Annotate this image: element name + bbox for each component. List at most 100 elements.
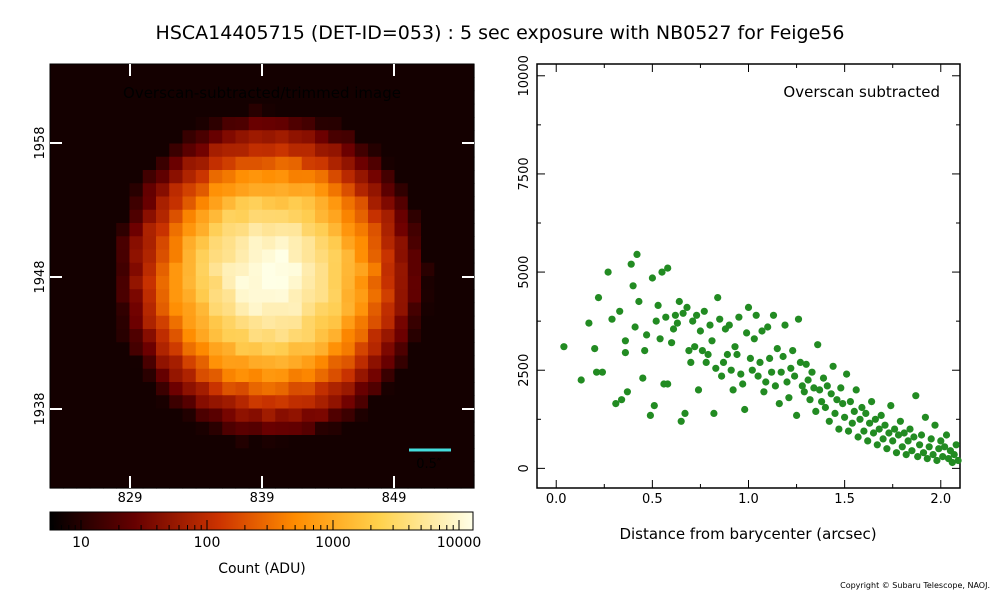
heatmap-cell <box>129 435 144 449</box>
heatmap-cell <box>315 315 329 330</box>
scatter-point <box>891 425 899 433</box>
heatmap-cell <box>328 474 343 489</box>
heatmap-cell <box>76 355 91 370</box>
heatmap-cell <box>76 249 91 264</box>
heatmap-cell <box>460 329 475 343</box>
scatter-point <box>844 427 853 435</box>
heatmap-cell <box>407 223 422 237</box>
heatmap-cell <box>460 315 475 330</box>
heatmap-cell <box>341 90 356 105</box>
heatmap-cell <box>156 196 170 211</box>
heatmap-cell <box>142 170 157 184</box>
heatmap-cell <box>235 90 250 105</box>
heatmap-cell <box>50 435 64 449</box>
heatmap-cell <box>156 103 170 118</box>
heatmap-cell <box>142 461 157 476</box>
heatmap-cell <box>156 183 170 198</box>
heatmap-cell <box>116 289 131 304</box>
scatter-point <box>733 350 741 359</box>
scatter-point <box>643 331 651 339</box>
heatmap-cell <box>354 236 369 251</box>
heatmap-cell <box>76 395 91 410</box>
heatmap-cell <box>315 223 329 237</box>
scatter-point <box>914 453 922 461</box>
scatter-point <box>679 309 687 317</box>
heatmap-cell <box>116 143 131 158</box>
scatter-point <box>664 264 672 272</box>
heatmap-cell <box>262 156 276 171</box>
scatter-point <box>773 345 781 353</box>
heatmap-cell <box>63 382 78 396</box>
scatter-point <box>879 435 887 443</box>
scatter-point <box>714 294 722 302</box>
heatmap-cell <box>421 276 435 290</box>
heatmap-cell <box>394 382 409 396</box>
heatmap-cell <box>182 448 197 463</box>
heatmap-cell <box>142 315 157 330</box>
heatmap-cell <box>288 77 303 92</box>
scatter-point <box>719 358 728 366</box>
scatter-point <box>650 402 658 410</box>
heatmap-cell <box>341 196 356 211</box>
heatmap-cell <box>381 209 396 224</box>
heatmap-cell <box>368 77 382 92</box>
heatmap-cell <box>381 117 396 131</box>
heatmap-cell <box>63 342 78 357</box>
heatmap-cell <box>235 130 250 145</box>
heatmap-cell <box>63 90 78 105</box>
heatmap-cell <box>341 276 356 290</box>
heatmap-cell <box>421 408 435 423</box>
heatmap-cell <box>460 156 475 171</box>
heatmap-cell <box>195 461 210 476</box>
heatmap-cell <box>142 302 157 317</box>
heatmap-cell <box>89 461 104 476</box>
heatmap-cell <box>50 209 64 224</box>
heatmap-cell <box>248 130 263 145</box>
heatmap-cell <box>50 302 64 317</box>
heatmap-cell <box>288 64 303 78</box>
heatmap-cell <box>421 329 435 343</box>
scatter-point <box>810 384 818 392</box>
scatter-x-label: Distance from barycenter (arcsec) <box>619 525 876 543</box>
heatmap-cell <box>76 236 91 251</box>
heatmap-cell <box>328 130 343 145</box>
heatmap-cell <box>63 249 78 264</box>
heatmap-cell <box>407 342 422 357</box>
heatmap-cell <box>103 421 117 436</box>
heatmap-cell <box>235 355 250 370</box>
heatmap-cell <box>248 276 263 290</box>
scatter-point <box>823 382 831 390</box>
heatmap-cell <box>407 196 422 211</box>
heatmap-cell <box>381 276 396 290</box>
heatmap-cell <box>50 236 64 251</box>
heatmap-cell <box>354 329 369 343</box>
heatmap-cell <box>262 143 276 158</box>
heatmap-cell <box>421 64 435 78</box>
heatmap-cell <box>129 382 144 396</box>
heatmap-cell <box>195 236 210 251</box>
heatmap-cell <box>354 302 369 317</box>
heatmap-cell <box>368 368 382 383</box>
heatmap-cell <box>89 395 104 410</box>
heatmap-cell <box>407 156 422 171</box>
heatmap-cell <box>368 236 382 251</box>
heatmap-cell <box>341 474 356 489</box>
scatter-point <box>923 455 931 463</box>
heatmap-cell <box>222 77 237 92</box>
heatmap-cell <box>368 209 382 224</box>
heatmap-cell <box>63 170 78 184</box>
heatmap-cell <box>50 143 64 158</box>
scatter-point <box>623 388 632 396</box>
heatmap-cell <box>182 249 197 264</box>
heatmap-cell <box>301 329 316 343</box>
heatmap-cell <box>315 196 329 211</box>
heatmap-cell <box>275 329 290 343</box>
scatter-point <box>850 407 858 415</box>
heatmap-cell <box>328 77 343 92</box>
heatmap-cell <box>434 77 449 92</box>
heatmap-cell <box>262 236 276 251</box>
heatmap-cell <box>262 355 276 370</box>
heatmap-cell <box>248 117 263 131</box>
heatmap-cell <box>434 315 449 330</box>
heatmap-cell <box>182 196 197 211</box>
